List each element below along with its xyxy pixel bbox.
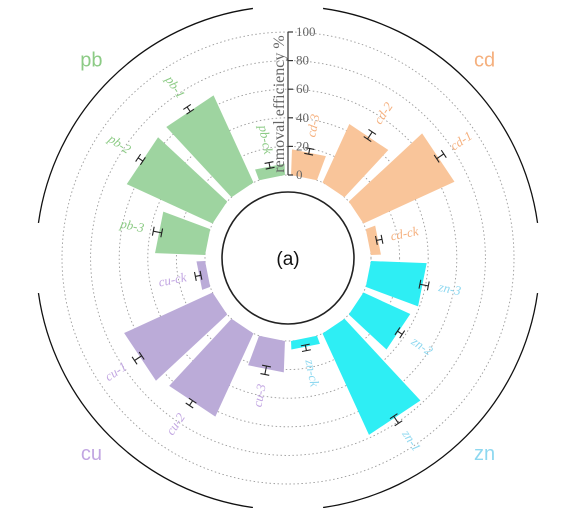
panel-label: (a) <box>276 249 299 270</box>
bar-label-cu-ck: cu-ck <box>157 269 188 289</box>
tick-label-80: 80 <box>296 53 309 68</box>
error-bar-pb-1 <box>183 103 195 115</box>
bar-zn-ck <box>291 335 320 350</box>
group-label-cd: cd <box>474 50 495 72</box>
group-arc-cu <box>37 292 254 508</box>
bar-pb-3 <box>155 211 211 255</box>
inner-circle <box>221 191 355 325</box>
grid-ring-80 <box>90 60 486 456</box>
bar-cu-1 <box>124 292 228 381</box>
error-bars-layer <box>131 103 447 427</box>
grid-ring-0 <box>204 174 372 342</box>
tick-label-100: 100 <box>296 24 316 39</box>
tick-label-40: 40 <box>296 110 309 125</box>
error-bar-pb-2 <box>135 153 146 166</box>
error-bar-cd-3 <box>304 147 315 156</box>
group-label-cu: cu <box>81 443 102 465</box>
error-bar-cd-ck <box>375 234 384 245</box>
bar-zn-2 <box>348 292 411 350</box>
group-label-pb: pb <box>80 50 102 72</box>
error-bar-pb-3 <box>151 226 164 238</box>
error-bar-cu-3 <box>260 364 272 376</box>
bar-zn-1 <box>322 318 421 435</box>
error-bar-cu-1 <box>131 351 145 365</box>
bar-label-cu-3: cu-3 <box>250 382 269 408</box>
bar-cd-2 <box>322 124 389 198</box>
grid-ring-60 <box>118 88 458 428</box>
bar-label-cd-ck: cd-ck <box>389 223 420 243</box>
tick-label-0: 0 <box>296 167 303 182</box>
y-axis-title: removal efficiency % <box>271 35 288 172</box>
group-labels-layer: cd zn cu pb <box>80 50 495 465</box>
error-bar-cu-ck <box>193 270 203 281</box>
bar-cd-3 <box>291 149 326 181</box>
bar-pb-2 <box>126 137 228 224</box>
bars-layer <box>124 95 455 435</box>
error-bar-cd-1 <box>433 149 447 163</box>
bar-pb-ck <box>255 163 285 181</box>
bar-label-zn-3: zn-3 <box>436 279 462 298</box>
bar-label-zn-ck: zn-ck <box>302 357 322 388</box>
bar-cd-ck <box>365 225 381 255</box>
error-bar-cu-2 <box>185 397 197 409</box>
bar-zn-3 <box>365 261 427 307</box>
group-arcs-layer <box>37 7 539 508</box>
error-bar-cd-2 <box>363 128 377 143</box>
tick-label-60: 60 <box>296 81 309 96</box>
bar-cd-1 <box>348 133 455 224</box>
bar-label-pb-2: pb-2 <box>105 130 134 157</box>
bar-pb-1 <box>166 95 254 198</box>
tick-label-20: 20 <box>296 138 309 153</box>
group-arc-pb <box>37 7 254 224</box>
bar-label-cu-1: cu-1 <box>102 359 130 384</box>
error-bar-zn-ck <box>300 343 311 353</box>
bar-label-pb-3: pb-3 <box>118 216 146 236</box>
bar-cu-3 <box>248 335 285 373</box>
bar-label-cd-1: cd-1 <box>447 128 475 153</box>
error-bar-zn-3 <box>418 279 430 291</box>
bar-label-cd-2: cd-2 <box>370 99 396 127</box>
group-label-zn: zn <box>474 443 495 465</box>
error-bar-zn-1 <box>389 413 403 427</box>
bar-cu-ck <box>196 261 211 290</box>
group-arc-cd <box>322 7 539 224</box>
group-arc-zn <box>322 292 539 508</box>
bar-label-pb-1: pb-1 <box>162 72 188 101</box>
error-bar-pb-ck <box>264 161 275 170</box>
bar-label-zn-2: zn-2 <box>408 333 436 359</box>
bar-label-cd-3: cd-3 <box>303 112 322 138</box>
bar-label-pb-ck: pb-ck <box>256 123 277 155</box>
error-bar-zn-2 <box>394 327 406 339</box>
radial-axis: 0 20 40 60 80 100 <box>287 24 316 182</box>
bar-cu-2 <box>169 318 254 417</box>
bar-label-zn-1: zn-1 <box>399 426 424 454</box>
